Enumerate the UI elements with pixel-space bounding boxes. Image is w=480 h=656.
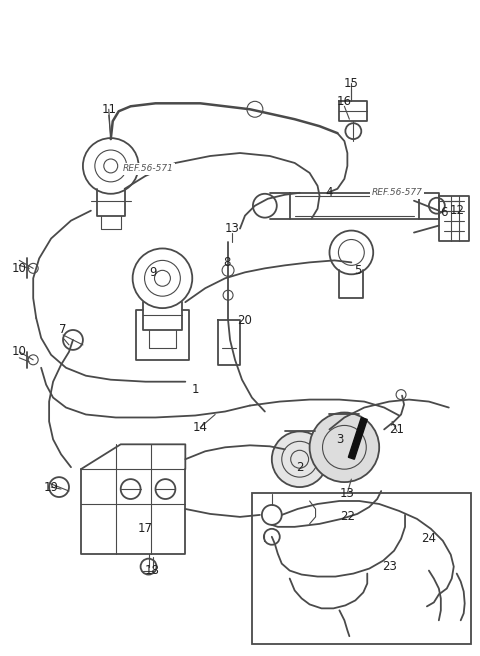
Text: 10: 10 (12, 345, 27, 358)
Text: 12: 12 (449, 204, 464, 217)
Circle shape (272, 432, 327, 487)
Text: 10: 10 (12, 262, 27, 275)
Text: 8: 8 (223, 256, 231, 269)
Text: 15: 15 (344, 77, 359, 90)
Text: 23: 23 (382, 560, 396, 573)
Text: 18: 18 (145, 564, 160, 577)
Text: 22: 22 (340, 510, 355, 523)
Circle shape (310, 413, 379, 482)
Text: 13: 13 (340, 487, 355, 499)
Text: 5: 5 (354, 264, 361, 277)
Text: 3: 3 (336, 433, 343, 446)
Polygon shape (348, 417, 367, 459)
Text: 1: 1 (192, 383, 199, 396)
Text: REF.56-571: REF.56-571 (123, 165, 174, 173)
Text: 17: 17 (138, 522, 153, 535)
Text: 7: 7 (60, 323, 67, 337)
Text: 14: 14 (193, 421, 208, 434)
Text: 13: 13 (225, 222, 240, 235)
Text: 21: 21 (390, 423, 405, 436)
Text: REF.56-577: REF.56-577 (372, 188, 422, 197)
Text: 24: 24 (421, 532, 436, 545)
Text: 9: 9 (149, 266, 156, 279)
Text: 19: 19 (44, 481, 59, 493)
Bar (252, 493, 471, 644)
Text: 2: 2 (296, 461, 303, 474)
Text: 20: 20 (238, 314, 252, 327)
Text: 16: 16 (337, 95, 352, 108)
Text: 11: 11 (101, 103, 116, 115)
Text: 4: 4 (326, 186, 333, 199)
Text: 6: 6 (440, 206, 447, 219)
